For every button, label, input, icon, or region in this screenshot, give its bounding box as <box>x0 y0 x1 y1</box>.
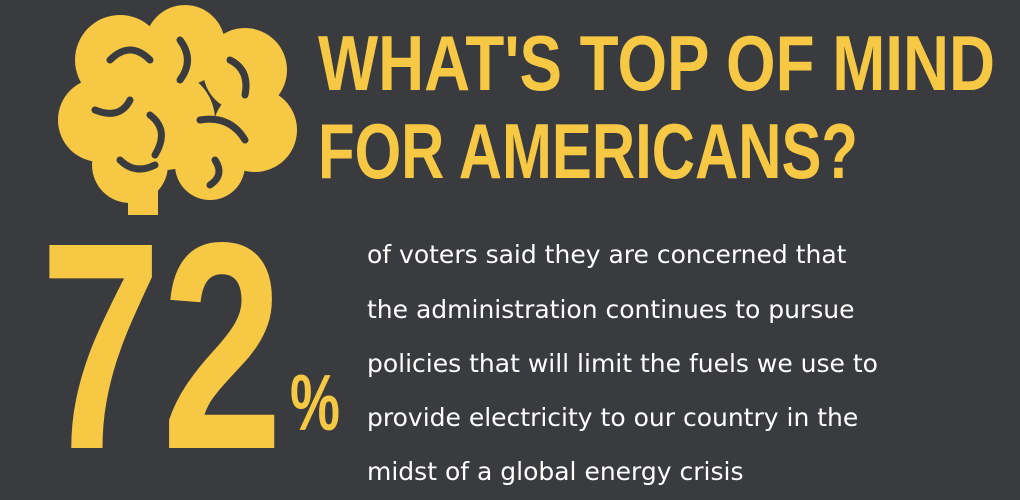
description-line: the administration continues to pursue <box>367 295 854 324</box>
title-line: WHAT'S TOP OF MIND <box>318 19 995 107</box>
description-line: of voters said they are concerned that <box>367 240 847 269</box>
title-line: FOR AMERICANS? <box>318 107 858 195</box>
description-line: policies that will limit the fuels we us… <box>367 349 878 378</box>
stat-unit: % <box>290 358 340 447</box>
description-line: midst of a global energy crisis <box>367 457 743 486</box>
description-line: provide electricity to our country in th… <box>367 403 858 432</box>
stat-value: 72 <box>40 181 283 500</box>
brain-icon <box>58 5 297 215</box>
